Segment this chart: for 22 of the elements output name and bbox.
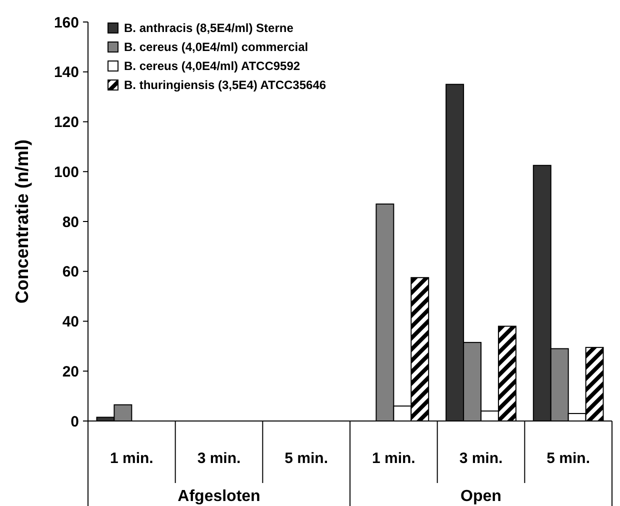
text: Open [460, 488, 502, 505]
x-tick-label: 5 min. [284, 450, 328, 467]
x-tick-label: 1 min. [110, 450, 154, 467]
text: Afgesloten [178, 488, 260, 505]
y-tick-label: 20 [62, 363, 79, 380]
x-tick-label: 5 min. [546, 450, 590, 467]
y-tick-label: 160 [54, 14, 79, 32]
legend-label: B. cereus (4,0E4/ml) ATCC9592 [124, 59, 300, 73]
x-tick-label: 3 min. [197, 450, 241, 467]
legend-label: B. cereus (4,0E4/ml) commercial [124, 40, 308, 54]
y-tick-label: 60 [62, 264, 79, 281]
legend-label: B. thuringiensis (3,5E4) ATCC35646 [124, 78, 326, 92]
x-tick-label: 1 min. [372, 450, 416, 467]
y-tick-label: 120 [54, 114, 79, 131]
y-tick-label: 40 [62, 314, 79, 330]
y-axis-title: Concentratie (n/ml) [12, 139, 32, 304]
legend-label: B. anthracis (8,5E4/ml) Sterne [124, 21, 294, 35]
y-tick-label: 100 [54, 164, 79, 181]
y-tick-label: 140 [54, 64, 79, 82]
x-tick-label: 3 min. [459, 450, 503, 467]
y-tick-label: 0 [70, 413, 79, 430]
y-tick-label: 80 [62, 214, 79, 231]
